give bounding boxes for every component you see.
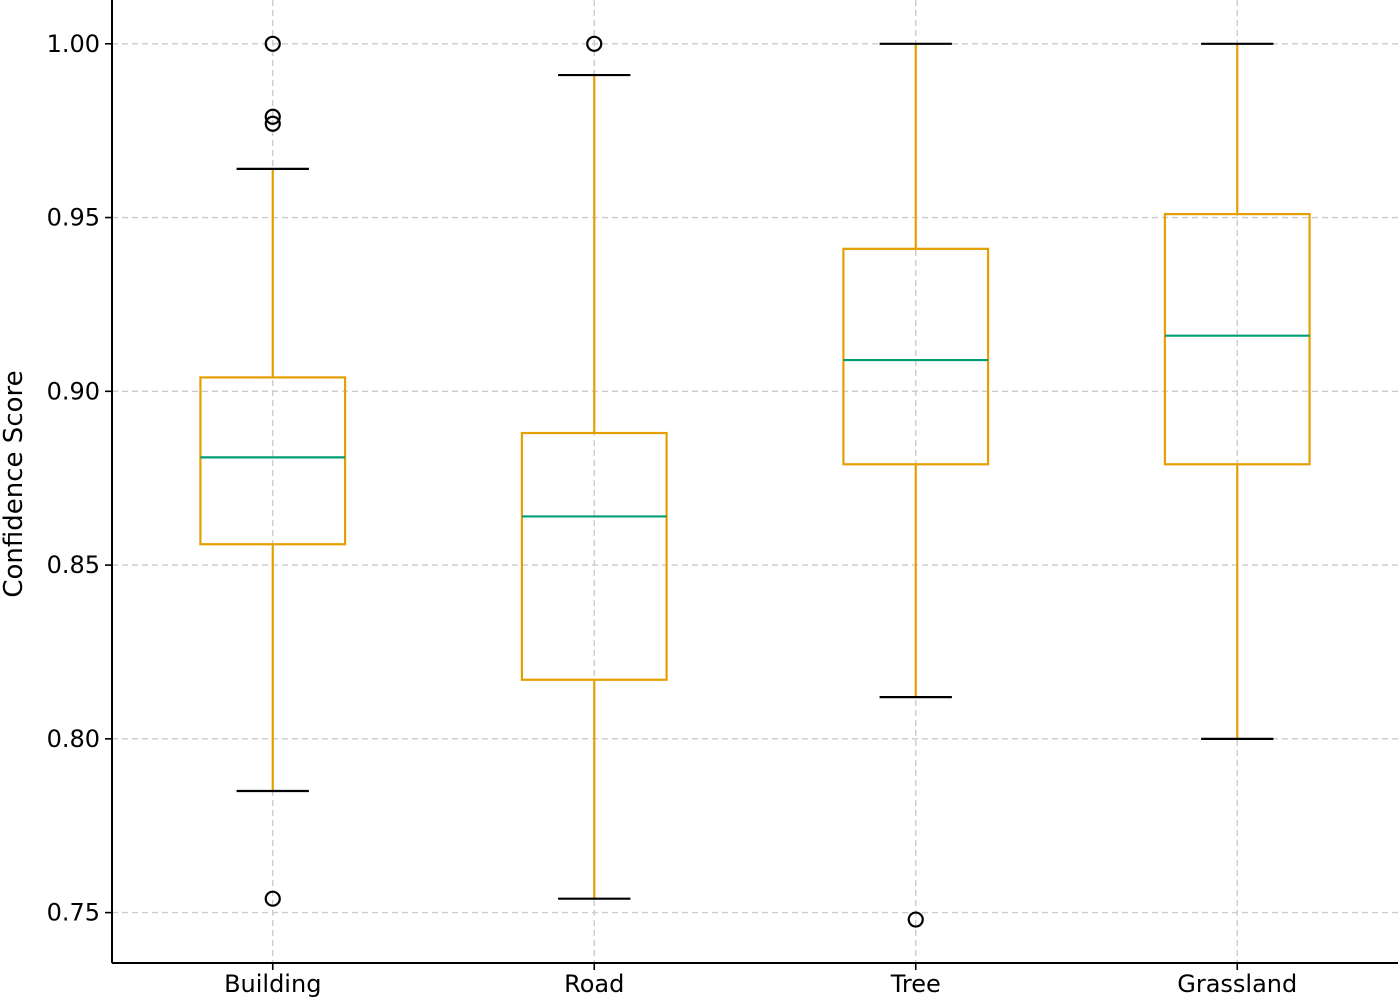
y-tick-label: 0.95 bbox=[47, 204, 100, 232]
x-tick-label: Grassland bbox=[1177, 970, 1297, 998]
x-tick-label: Tree bbox=[890, 970, 941, 998]
outlier-point bbox=[264, 115, 281, 132]
y-tick-label: 1.00 bbox=[47, 30, 100, 58]
iqr-box bbox=[842, 247, 990, 466]
outlier-point bbox=[264, 35, 281, 52]
iqr-box bbox=[520, 431, 668, 681]
outlier-point bbox=[907, 911, 924, 928]
y-tick-label: 0.85 bbox=[47, 551, 100, 579]
x-tick-label: Road bbox=[564, 970, 624, 998]
y-axis-title: Confidence Score bbox=[0, 370, 29, 597]
outlier-point bbox=[264, 108, 281, 125]
box-layer bbox=[199, 35, 1311, 928]
box-group-grassland bbox=[1163, 42, 1311, 740]
x-tick-label: Building bbox=[224, 970, 321, 998]
axis-layer: 0.75 0.80 0.85 0.90 0.95 1.00 Building Road Tree… bbox=[47, 0, 1398, 998]
outlier-point bbox=[586, 35, 603, 52]
y-tick-label: 0.80 bbox=[47, 725, 100, 753]
grid-layer bbox=[112, 0, 1398, 963]
box-group-building bbox=[199, 35, 347, 907]
y-tick-label: 0.75 bbox=[47, 899, 100, 927]
box-group-road bbox=[520, 35, 668, 900]
iqr-box bbox=[199, 376, 347, 546]
box-group-tree bbox=[842, 42, 990, 928]
iqr-box bbox=[1163, 212, 1311, 466]
y-tick-label: 0.90 bbox=[47, 377, 100, 405]
outlier-point bbox=[264, 890, 281, 907]
